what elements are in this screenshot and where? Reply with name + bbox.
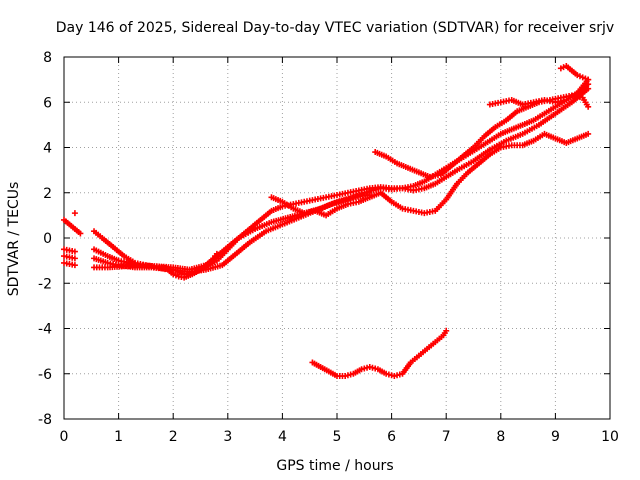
x-tick-label: 3 xyxy=(223,429,232,445)
x-axis: 0 1 2 3 4 5 6 7 8 9 10 xyxy=(60,57,619,445)
y-axis-label: SDTVAR / TECUs xyxy=(6,182,22,297)
y-tick-label: 2 xyxy=(43,186,52,202)
y-tick-label: 6 xyxy=(43,95,52,111)
data-point xyxy=(71,255,78,262)
y-tick-label: 0 xyxy=(43,231,52,247)
series-track-l xyxy=(486,81,592,108)
series-track-c xyxy=(61,253,78,262)
data-point xyxy=(585,103,592,110)
x-tick-label: 6 xyxy=(387,429,396,445)
data-point xyxy=(71,248,78,255)
series-track-a xyxy=(61,216,84,237)
data-point xyxy=(585,130,592,137)
x-axis-label: GPS time / hours xyxy=(276,458,393,474)
x-tick-label: 4 xyxy=(278,429,287,445)
x-tick-label: 9 xyxy=(551,429,560,445)
y-tick-label: 8 xyxy=(43,50,52,66)
series-track-j xyxy=(268,130,592,219)
data-point xyxy=(585,76,592,83)
data-point xyxy=(71,210,78,217)
series-track-i xyxy=(91,192,373,273)
x-tick-label: 7 xyxy=(442,429,451,445)
series-track-b xyxy=(61,246,78,255)
y-tick-label: -4 xyxy=(38,322,52,338)
y-tick-label: -8 xyxy=(38,412,52,428)
y-axis: -8 -6 -4 -2 0 2 4 6 8 xyxy=(38,50,610,428)
data-point xyxy=(71,262,78,269)
series-track-m xyxy=(557,63,592,83)
x-tick-label: 0 xyxy=(60,429,69,445)
grid xyxy=(64,57,610,419)
x-tick-label: 5 xyxy=(333,429,342,445)
y-tick-label: -2 xyxy=(38,276,52,292)
series-track-n xyxy=(309,327,450,380)
series-track-d xyxy=(61,259,78,269)
x-tick-label: 10 xyxy=(601,429,619,445)
data-point xyxy=(443,327,450,334)
y-tick-label: 4 xyxy=(43,141,52,157)
x-tick-label: 2 xyxy=(169,429,178,445)
y-tick-label: -6 xyxy=(38,367,52,383)
data-points xyxy=(61,63,592,380)
series-track-g xyxy=(91,76,592,278)
chart-title: Day 146 of 2025, Sidereal Day-to-day VTE… xyxy=(56,20,614,36)
x-tick-label: 8 xyxy=(496,429,505,445)
data-point xyxy=(77,230,84,237)
x-tick-label: 1 xyxy=(114,429,123,445)
series-track-e xyxy=(71,210,78,217)
